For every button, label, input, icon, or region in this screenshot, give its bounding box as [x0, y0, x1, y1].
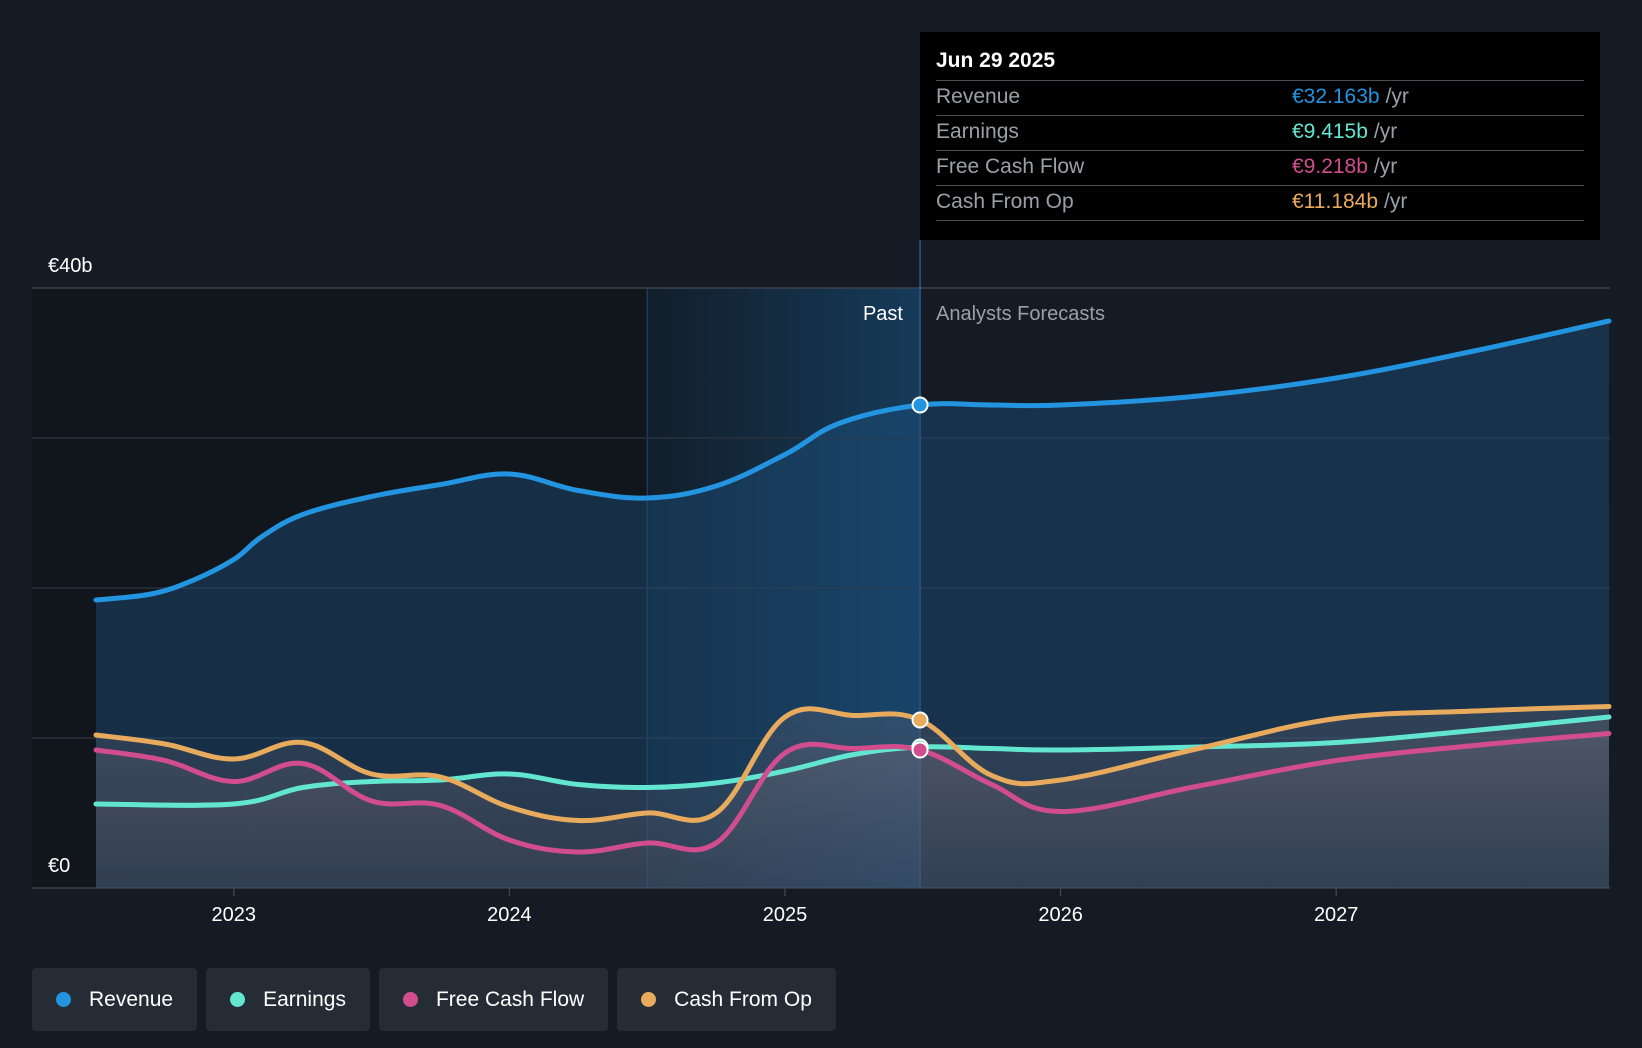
- tooltip-series-name: Free Cash Flow: [936, 155, 1085, 178]
- cash-from-op-marker[interactable]: [911, 711, 929, 729]
- legend-dot-icon: [641, 992, 657, 1007]
- tooltip-series-value: €9.218b: [1292, 155, 1368, 178]
- legend-dot-icon: [402, 992, 418, 1007]
- free-cash-flow-line: [93, 731, 1612, 855]
- legend-dot-icon: [56, 992, 71, 1007]
- legend-item-revenue[interactable]: Revenue: [32, 968, 198, 1031]
- legend-item-free-cash-flow[interactable]: Free Cash Flow: [378, 968, 609, 1031]
- tooltip-series-value: €11.184b: [1292, 190, 1379, 213]
- y-axis-top-label: €40b: [48, 255, 93, 277]
- legend-label: Revenue: [89, 987, 174, 1011]
- tooltip: Jun 29 2025 Revenue €32.163b/yr Earnings €9…: [920, 32, 1600, 240]
- legend-item-cash-from-op[interactable]: Cash From Op: [617, 968, 836, 1031]
- x-tick-label: 2026: [1038, 904, 1083, 926]
- x-tick-label: 2023: [212, 904, 257, 926]
- tooltip-series-value: €9.415b: [1292, 120, 1368, 143]
- tooltip-series-value: €32.163b: [1292, 85, 1380, 108]
- revenue-line: [93, 318, 1612, 603]
- forecast-label: Analysts Forecasts: [936, 303, 1105, 325]
- free-cash-flow-marker[interactable]: [911, 741, 929, 759]
- cash-from-op-line: [93, 704, 1612, 824]
- x-tick-label: 2027: [1314, 904, 1359, 926]
- legend-label: Earnings: [263, 987, 346, 1011]
- x-tick-label: 2024: [487, 904, 532, 926]
- tooltip-series-name: Earnings: [936, 120, 1019, 143]
- tooltip-unit: /yr: [1373, 120, 1398, 143]
- past-label: Past: [863, 303, 903, 325]
- legend-label: Cash From Op: [674, 987, 812, 1011]
- revenue-marker[interactable]: [911, 396, 929, 414]
- legend-label: Free Cash Flow: [435, 987, 585, 1011]
- tooltip-series-name: Revenue: [936, 85, 1021, 108]
- tooltip-row: Cash From Op €11.184b/yr: [936, 185, 1584, 221]
- tooltip-unit: /yr: [1373, 155, 1398, 178]
- tooltip-row: Revenue €32.163b/yr: [936, 80, 1584, 115]
- tooltip-unit: /yr: [1385, 85, 1409, 108]
- legend-dot-icon: [230, 992, 246, 1007]
- x-tick-label: 2025: [763, 904, 808, 926]
- earnings-line: [93, 714, 1612, 808]
- cash-from-op-area: [96, 706, 1610, 888]
- y-axis-bottom-label: €0: [48, 855, 70, 877]
- tooltip-row: Free Cash Flow €9.218b/yr: [936, 150, 1584, 185]
- tooltip-date: Jun 29 2025: [936, 49, 1056, 72]
- tooltip-series-name: Cash From Op: [936, 190, 1074, 213]
- tooltip-row: Earnings €9.415b/yr: [936, 115, 1584, 150]
- legend-item-earnings[interactable]: Earnings: [206, 968, 370, 1031]
- tooltip-unit: /yr: [1384, 190, 1408, 213]
- legend: Revenue Earnings Free Cash Flow Cash From O…: [32, 968, 836, 1031]
